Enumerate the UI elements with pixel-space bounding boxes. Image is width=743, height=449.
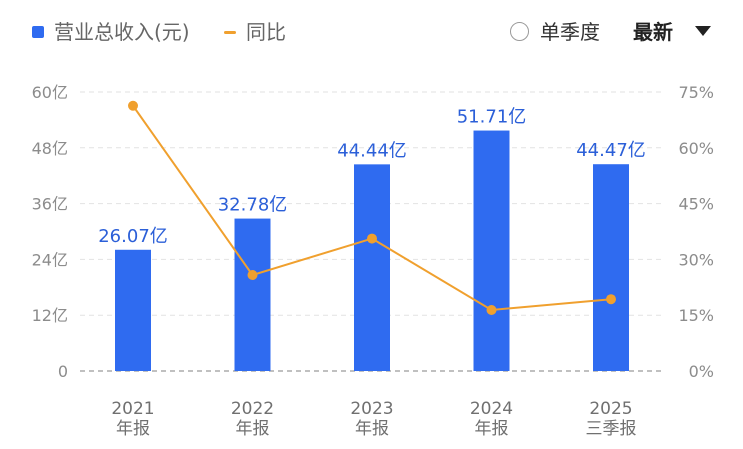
- bar-data-label: 32.78亿: [218, 195, 288, 216]
- category-label-line: 三季报: [586, 419, 637, 439]
- chart-plot: 0 12亿 24亿 36亿 48亿 60亿 0% 15% 30% 45% 60% 75% 26.07亿 3…: [32, 83, 714, 439]
- yoy-point: [486, 304, 497, 315]
- bar-data-label: 51.71亿: [457, 107, 527, 128]
- legend-bar-swatch: [32, 26, 44, 38]
- category-label-line: 2021: [111, 399, 154, 419]
- category-label-line: 年报: [475, 419, 509, 439]
- right-tick-label: 75%: [678, 83, 714, 102]
- left-tick-label: 0: [58, 362, 68, 381]
- right-tick-label: 30%: [678, 250, 714, 269]
- yoy-point: [128, 100, 138, 111]
- category-label-line: 年报: [236, 419, 270, 439]
- revenue-bar: [473, 130, 510, 371]
- bar-data-label: 44.44亿: [337, 140, 407, 161]
- left-tick-label: 12亿: [32, 306, 68, 325]
- category-label-line: 2024: [470, 399, 513, 419]
- right-tick-label: 0%: [689, 362, 714, 381]
- legend-line-swatch: [224, 31, 236, 34]
- category-label-line: 2023: [350, 399, 393, 419]
- legend-yoy-label: 同比: [246, 20, 286, 44]
- revenue-bar: [354, 164, 390, 371]
- revenue-bar: [234, 218, 271, 371]
- category-label-line: 2022: [231, 399, 274, 419]
- left-tick-label: 60亿: [32, 83, 68, 102]
- category-label: 2024 年报: [470, 399, 513, 439]
- yoy-point: [247, 270, 258, 281]
- category-label-line: 2025: [589, 399, 632, 419]
- right-tick-label: 60%: [678, 139, 714, 158]
- category-label: 2023 年报: [350, 399, 393, 439]
- category-label: 2025 三季报: [586, 399, 637, 439]
- category-label-line: 年报: [355, 419, 389, 439]
- yoy-point: [606, 294, 616, 305]
- left-tick-label: 48亿: [32, 139, 68, 158]
- bar-data-label: 26.07亿: [98, 226, 168, 247]
- sort-dropdown[interactable]: 最新: [633, 18, 733, 46]
- left-tick-label: 24亿: [32, 250, 68, 269]
- category-label-line: 年报: [116, 419, 150, 439]
- bar-data-label: 44.47亿: [576, 140, 646, 161]
- chart-header: 营业总收入(元) 同比 单季度 最新: [0, 0, 743, 62]
- quarterly-toggle-label: 单季度: [540, 20, 600, 44]
- category-label: 2021 年报: [111, 399, 154, 439]
- category-label: 2022 年报: [231, 399, 274, 439]
- yoy-point: [367, 233, 377, 244]
- revenue-bar: [593, 164, 629, 371]
- left-tick-label: 36亿: [32, 195, 68, 214]
- legend-revenue-label: 营业总收入(元): [54, 20, 190, 44]
- caret-down-icon[interactable]: [695, 26, 711, 36]
- revenue-bar: [115, 249, 151, 371]
- right-tick-label: 45%: [678, 195, 714, 214]
- radio-unchecked-icon[interactable]: [510, 22, 529, 41]
- sort-dropdown-label: 最新: [633, 20, 673, 44]
- right-tick-label: 15%: [678, 306, 714, 325]
